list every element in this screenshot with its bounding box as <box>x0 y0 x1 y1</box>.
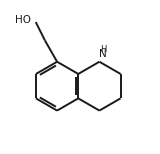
Text: HO: HO <box>15 15 31 25</box>
Text: N: N <box>99 49 107 59</box>
Text: H: H <box>100 45 106 54</box>
